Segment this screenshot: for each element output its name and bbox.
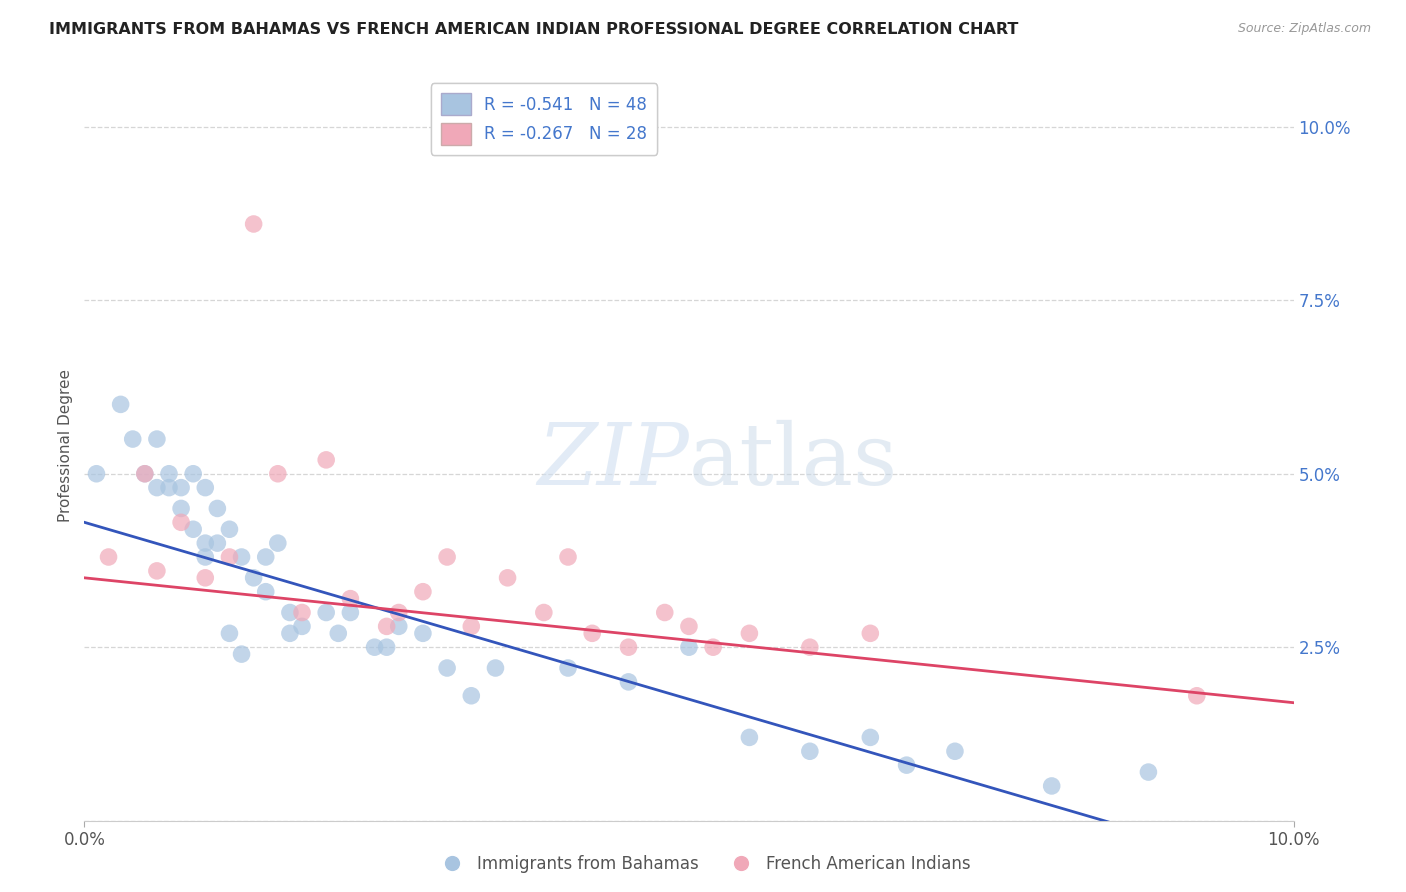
Point	[315, 453, 337, 467]
Point	[157, 481, 180, 495]
Text: ZIP: ZIP	[537, 419, 689, 502]
Point	[896, 758, 918, 772]
Point	[121, 432, 143, 446]
Point	[702, 640, 724, 655]
Point	[799, 640, 821, 655]
Point	[363, 640, 385, 655]
Point	[291, 619, 314, 633]
Point	[859, 626, 882, 640]
Point	[97, 549, 120, 564]
Point	[254, 549, 277, 564]
Point	[194, 481, 217, 495]
Point	[1137, 765, 1160, 780]
Text: atlas: atlas	[689, 419, 898, 502]
Legend: R = -0.541   N = 48, R = -0.267   N = 28: R = -0.541 N = 48, R = -0.267 N = 28	[430, 84, 657, 154]
Point	[254, 584, 277, 599]
Point	[242, 217, 264, 231]
Point	[738, 626, 761, 640]
Point	[218, 522, 240, 536]
Point	[460, 689, 482, 703]
Point	[146, 432, 169, 446]
Point	[388, 606, 411, 620]
Point	[157, 467, 180, 481]
Point	[267, 467, 290, 481]
Point	[170, 501, 193, 516]
Point	[388, 619, 411, 633]
Point	[617, 640, 640, 655]
Point	[134, 467, 156, 481]
Point	[218, 626, 240, 640]
Point	[170, 516, 193, 530]
Point	[678, 619, 700, 633]
Point	[194, 536, 217, 550]
Point	[581, 626, 603, 640]
Text: IMMIGRANTS FROM BAHAMAS VS FRENCH AMERICAN INDIAN PROFESSIONAL DEGREE CORRELATIO: IMMIGRANTS FROM BAHAMAS VS FRENCH AMERIC…	[49, 22, 1018, 37]
Point	[278, 606, 301, 620]
Legend: Immigrants from Bahamas, French American Indians: Immigrants from Bahamas, French American…	[429, 848, 977, 880]
Point	[110, 397, 132, 411]
Point	[436, 661, 458, 675]
Point	[375, 640, 398, 655]
Point	[678, 640, 700, 655]
Text: Source: ZipAtlas.com: Source: ZipAtlas.com	[1237, 22, 1371, 36]
Point	[218, 549, 240, 564]
Point	[134, 467, 156, 481]
Point	[557, 661, 579, 675]
Point	[207, 501, 229, 516]
Y-axis label: Professional Degree: Professional Degree	[58, 369, 73, 523]
Point	[315, 606, 337, 620]
Point	[654, 606, 676, 620]
Point	[278, 626, 301, 640]
Point	[496, 571, 519, 585]
Point	[557, 549, 579, 564]
Point	[617, 674, 640, 689]
Point	[146, 564, 169, 578]
Point	[460, 619, 482, 633]
Point	[484, 661, 506, 675]
Point	[170, 481, 193, 495]
Point	[328, 626, 350, 640]
Point	[231, 549, 253, 564]
Point	[799, 744, 821, 758]
Point	[1185, 689, 1208, 703]
Point	[1040, 779, 1063, 793]
Point	[339, 591, 361, 606]
Point	[859, 731, 882, 745]
Point	[738, 731, 761, 745]
Point	[207, 536, 229, 550]
Point	[375, 619, 398, 633]
Point	[231, 647, 253, 661]
Point	[339, 606, 361, 620]
Point	[194, 571, 217, 585]
Point	[436, 549, 458, 564]
Point	[533, 606, 555, 620]
Point	[291, 606, 314, 620]
Point	[267, 536, 290, 550]
Point	[242, 571, 264, 585]
Point	[412, 584, 434, 599]
Point	[86, 467, 108, 481]
Point	[412, 626, 434, 640]
Point	[181, 522, 204, 536]
Point	[943, 744, 966, 758]
Point	[181, 467, 204, 481]
Point	[194, 549, 217, 564]
Point	[146, 481, 169, 495]
